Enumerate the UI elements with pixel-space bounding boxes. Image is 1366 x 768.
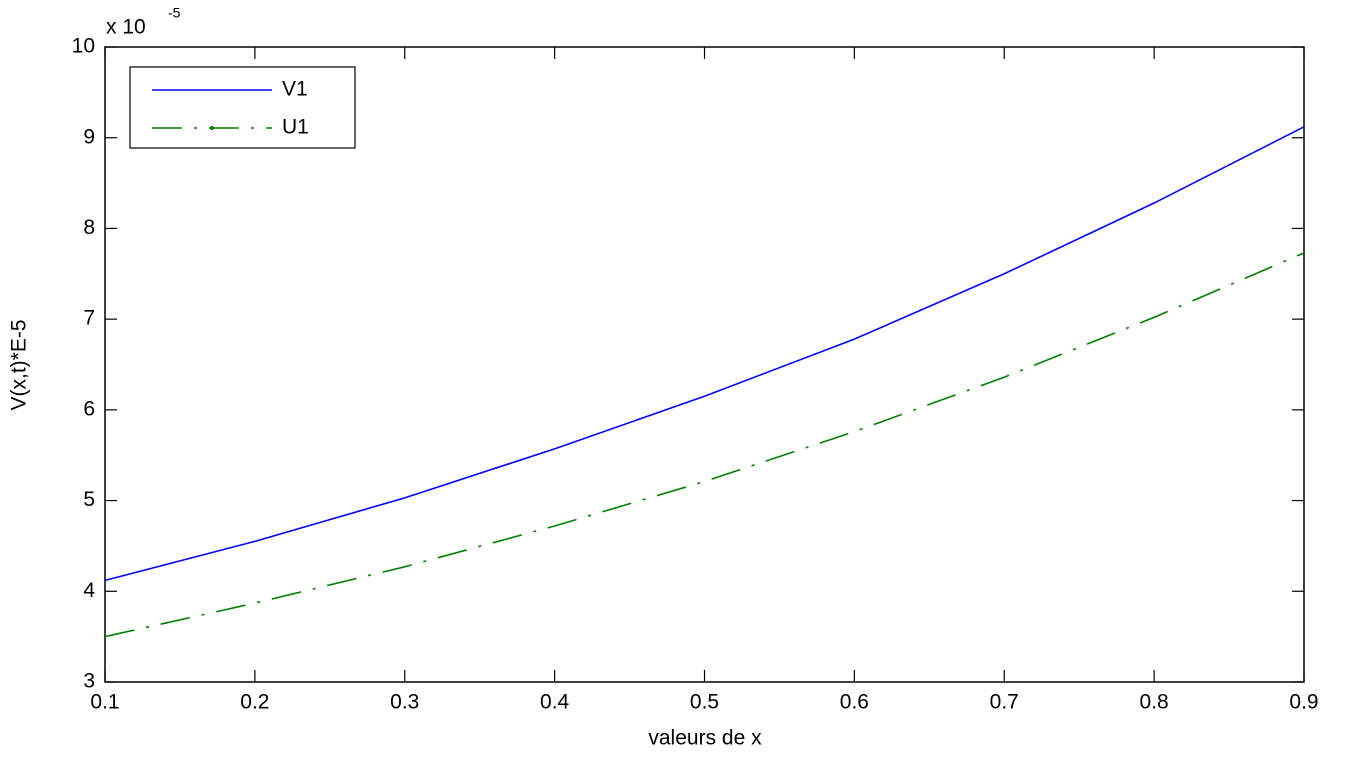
y-tick-label: 10: [72, 35, 95, 58]
y-tick-label: 8: [83, 216, 95, 239]
x-tick-label: 0.2: [240, 691, 269, 714]
x-tick-label: 0.4: [540, 691, 570, 714]
x-tick-label: 0.7: [990, 691, 1019, 714]
x-tick-label: 0.1: [90, 691, 119, 714]
legend-label: V1: [282, 78, 308, 101]
y-scale-label: x 10: [106, 16, 146, 39]
y-tick-label: 7: [83, 307, 95, 330]
y-axis-label: V(x,t)*E-5: [8, 319, 31, 410]
y-tick-label: 6: [83, 397, 95, 420]
x-tick-label: 0.8: [1140, 691, 1169, 714]
x-tick-label: 0.3: [390, 691, 419, 714]
y-tick-label: 3: [83, 670, 95, 693]
x-tick-label: 0.9: [1289, 691, 1318, 714]
legend-marker: [210, 126, 214, 130]
series-line: [104, 126, 1305, 582]
legend-box: [129, 66, 356, 149]
x-tick-label: 0.6: [840, 691, 869, 714]
series-line: [104, 252, 1305, 638]
y-tick-label: 9: [83, 125, 95, 148]
x-axis-label: valeurs de x: [648, 727, 762, 750]
y-tick-label: 4: [83, 579, 95, 602]
y-tick-label: 5: [83, 488, 95, 511]
legend-label: U1: [282, 116, 309, 139]
y-scale-exponent: -5: [168, 5, 181, 21]
x-tick-label: 0.5: [690, 691, 719, 714]
